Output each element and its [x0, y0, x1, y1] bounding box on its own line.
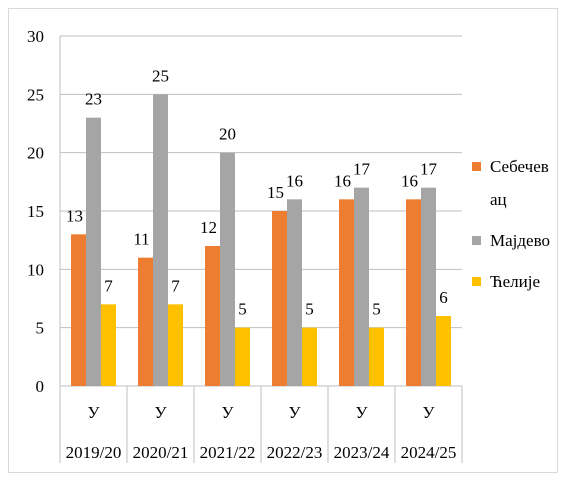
legend-swatch: [472, 162, 481, 171]
data-label: 16: [286, 171, 303, 190]
legend-item: Себечевац: [472, 150, 554, 216]
bar: [153, 94, 168, 386]
bar: [86, 117, 101, 387]
x-tick-label: У: [422, 403, 435, 422]
bar: [71, 234, 86, 386]
legend-label: Себечевац: [490, 157, 549, 209]
x-tick-label: 2019/20: [66, 443, 122, 462]
x-tick-label: У: [221, 403, 234, 422]
bar: [138, 257, 153, 386]
legend: Себечевац Мајдево Ћелије: [472, 150, 562, 306]
data-label: 7: [104, 276, 113, 295]
bar: [235, 327, 250, 386]
y-tick-label: 25: [27, 85, 44, 104]
legend-item: Ћелије: [472, 265, 554, 298]
x-tick-label: 2022/23: [267, 443, 323, 462]
data-label: 5: [305, 300, 314, 319]
bar: [272, 211, 287, 386]
legend-swatch: [472, 236, 481, 245]
data-label: 16: [334, 171, 351, 190]
y-tick-label: 10: [27, 260, 44, 279]
bar: [287, 199, 302, 386]
data-label: 17: [420, 160, 438, 179]
bar: [302, 327, 317, 386]
data-label: 17: [353, 160, 371, 179]
data-label: 11: [133, 230, 149, 249]
y-tick-label: 30: [27, 27, 44, 46]
x-tick-label: У: [154, 403, 167, 422]
data-label: 16: [401, 171, 418, 190]
bar: [220, 152, 235, 386]
data-label: 25: [152, 66, 169, 85]
bar: [436, 316, 451, 386]
x-tick-label: У: [87, 403, 100, 422]
data-label: 15: [267, 183, 284, 202]
data-label: 12: [200, 218, 217, 237]
x-tick-label: 2021/22: [200, 443, 256, 462]
data-label: 13: [66, 206, 83, 225]
x-tick-label: 2024/25: [401, 443, 457, 462]
data-label: 7: [171, 276, 180, 295]
bar: [406, 199, 421, 386]
bar: [354, 187, 369, 386]
bar: [369, 327, 384, 386]
data-label: 5: [372, 300, 381, 319]
x-tick-label: У: [288, 403, 301, 422]
legend-label: Мајдево: [490, 231, 550, 250]
data-label: 23: [85, 90, 102, 109]
x-tick-label: 2020/21: [133, 443, 189, 462]
data-label: 20: [219, 125, 236, 144]
legend-swatch: [472, 277, 481, 286]
legend-item: Мајдево: [472, 224, 554, 257]
data-label: 6: [439, 288, 448, 307]
legend-label: Ћелије: [490, 272, 540, 291]
y-tick-label: 5: [36, 319, 45, 338]
bar: [205, 246, 220, 386]
y-tick-label: 0: [36, 377, 45, 396]
x-tick-label: У: [355, 403, 368, 422]
data-label: 5: [238, 300, 247, 319]
bar: [101, 304, 116, 386]
y-tick-label: 15: [27, 202, 44, 221]
x-tick-label: 2023/24: [334, 443, 390, 462]
chart-border: [8, 8, 558, 473]
bar: [339, 199, 354, 386]
y-tick-label: 20: [27, 144, 44, 163]
bar: [421, 187, 436, 386]
bar: [168, 304, 183, 386]
